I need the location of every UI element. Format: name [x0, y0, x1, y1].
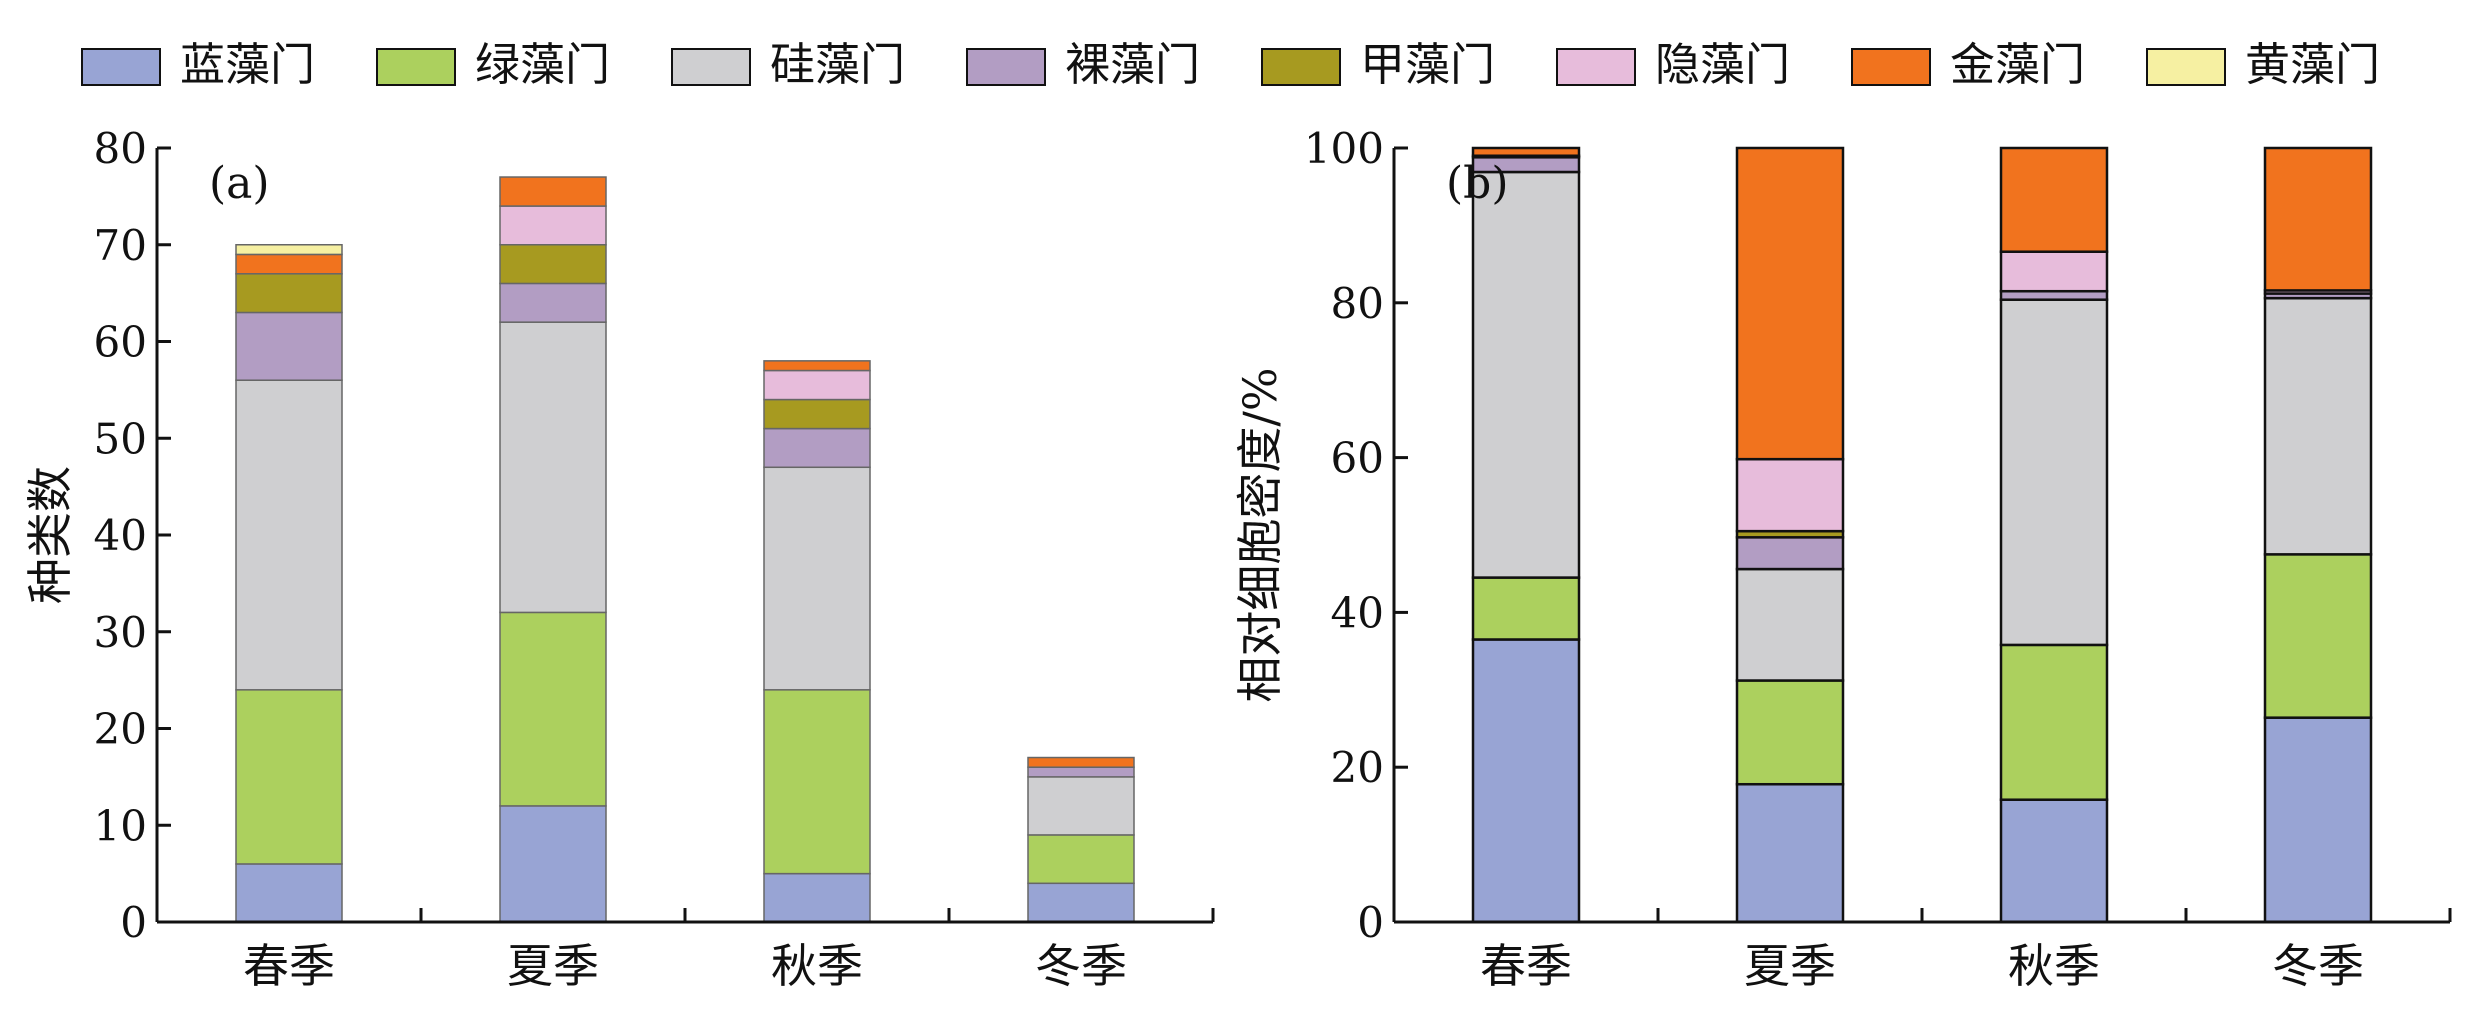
bar-segment — [235, 863, 343, 923]
bar-segment — [763, 872, 871, 923]
y-tick-label: 0 — [1357, 898, 1384, 947]
y-axis-title: 种类数 — [23, 466, 77, 604]
x-tick-label: 夏季 — [1744, 939, 1836, 993]
legend-label: 黄藻门 — [2245, 38, 2380, 91]
y-tick-label: 30 — [94, 608, 147, 657]
y-tick-label: 10 — [94, 801, 147, 850]
bar-segment — [2263, 553, 2373, 719]
bar-segment — [763, 369, 871, 401]
y-axis-title: 相对细胞密度/% — [1233, 367, 1287, 702]
bar-segment — [1471, 146, 1581, 157]
bar-segment — [763, 466, 871, 691]
y-tick-label: 80 — [1331, 279, 1384, 328]
x-tick-label: 秋季 — [771, 939, 863, 993]
legend-swatch — [966, 48, 1046, 86]
bar-segment — [1471, 638, 1581, 924]
legend-swatch — [1261, 48, 1341, 86]
bar-segment — [499, 805, 607, 923]
x-tick-label: 夏季 — [507, 939, 599, 993]
bar-segment — [763, 689, 871, 875]
legend-swatch — [1556, 48, 1636, 86]
bar-segment — [1999, 250, 2109, 293]
bar-segment — [1735, 457, 1845, 533]
panel-label: (a) — [209, 158, 270, 209]
bar-segment — [499, 205, 607, 246]
legend-label: 绿藻门 — [475, 38, 610, 91]
legend-swatch — [671, 48, 751, 86]
legend-label: 蓝藻门 — [180, 38, 315, 91]
bar-segment — [499, 244, 607, 285]
y-tick-label: 20 — [94, 705, 147, 754]
y-tick-label: 0 — [120, 898, 147, 947]
panel-b-relative-density: 0 20 40 60 80 100 春季 夏季 秋季 冬季 相对细胞密度/% (b) — [1233, 124, 2452, 993]
bar-segment — [235, 689, 343, 865]
panel-a-species-count: 0 10 20 30 40 50 60 70 80 春季 夏季 秋季 冬季 种类数 (a) — [23, 124, 1215, 993]
bar-segment — [1999, 643, 2109, 801]
y-tick-label: 50 — [94, 414, 147, 463]
bar-segment — [1027, 776, 1135, 836]
bar-segment — [1027, 766, 1135, 778]
y-tick-label: 80 — [94, 124, 147, 173]
y-tick-label: 40 — [94, 511, 147, 560]
bar-segment — [235, 379, 343, 691]
bar-segment — [235, 311, 343, 381]
legend-swatch — [2146, 48, 2226, 86]
bar-segment — [1735, 679, 1845, 786]
legend-swatch — [81, 48, 161, 86]
bar-segment — [235, 253, 343, 275]
bar-segment — [1999, 146, 2109, 253]
y-tick-label: 60 — [1331, 434, 1384, 483]
y-tick-label: 100 — [1304, 124, 1384, 173]
bar-segment — [1735, 567, 1845, 682]
legend-label: 硅藻门 — [770, 38, 905, 91]
bar-segment — [1027, 834, 1135, 885]
bar-segment — [1735, 146, 1845, 461]
x-tick-label: 冬季 — [2272, 939, 2364, 993]
legend-label: 裸藻门 — [1065, 38, 1200, 91]
bar-segment — [763, 360, 871, 372]
bar-segment — [499, 611, 607, 807]
panel-label: (b) — [1446, 158, 1509, 209]
y-tick-label: 60 — [94, 318, 147, 367]
bar-segment — [1735, 782, 1845, 924]
legend-swatch — [376, 48, 456, 86]
bar-segment — [1471, 576, 1581, 641]
y-tick-label: 70 — [94, 221, 147, 270]
legend-label: 甲藻门 — [1360, 38, 1495, 91]
legend-swatch — [1851, 48, 1931, 86]
x-tick-label: 冬季 — [1035, 939, 1127, 993]
bar-segment — [1999, 289, 2109, 301]
bar-segment — [499, 282, 607, 323]
bar-segment — [763, 427, 871, 469]
bar-segment — [499, 176, 607, 207]
x-tick-label: 秋季 — [2008, 939, 2100, 993]
bar-segment — [1471, 170, 1581, 579]
bar-segment — [1027, 756, 1135, 768]
bar-segment — [2263, 296, 2373, 556]
bar-segment — [1027, 882, 1135, 923]
bar-segment — [2263, 716, 2373, 924]
bar-segment — [499, 321, 607, 614]
bar-segment — [1735, 536, 1845, 571]
x-tick-label: 春季 — [243, 939, 335, 993]
bar-segment — [235, 244, 343, 256]
bar-segment — [1999, 298, 2109, 647]
y-tick-label: 20 — [1331, 743, 1384, 792]
bar-segment — [1999, 798, 2109, 924]
legend-label: 金藻门 — [1950, 38, 2085, 91]
legend-label: 隐藻门 — [1655, 38, 1790, 91]
legend: 蓝藻门 绿藻门 硅藻门 裸藻门 甲藻门 隐藻门 金藻门 黄藻门 — [81, 38, 2380, 91]
x-tick-label: 春季 — [1480, 939, 1572, 993]
bar-segment — [763, 398, 871, 430]
bar-segment — [235, 273, 343, 314]
bar-segment — [2263, 146, 2373, 292]
y-tick-label: 40 — [1331, 588, 1384, 637]
